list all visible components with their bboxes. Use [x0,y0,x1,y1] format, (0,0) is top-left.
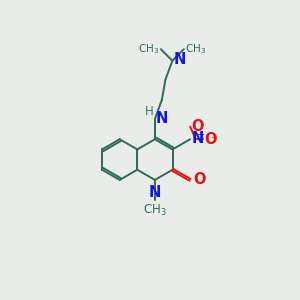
Text: O: O [193,172,206,188]
Text: CH$_3$: CH$_3$ [143,203,167,218]
Text: CH$_3$: CH$_3$ [185,42,206,56]
Text: H: H [145,105,154,118]
Text: +: + [196,130,204,140]
Text: $^{-}$: $^{-}$ [210,135,218,146]
Text: N: N [149,185,161,200]
Text: O: O [191,119,204,134]
Text: N: N [191,131,204,146]
Text: N: N [173,52,186,67]
Text: CH$_3$: CH$_3$ [139,42,160,56]
Text: N: N [156,111,168,126]
Text: O: O [204,132,217,147]
